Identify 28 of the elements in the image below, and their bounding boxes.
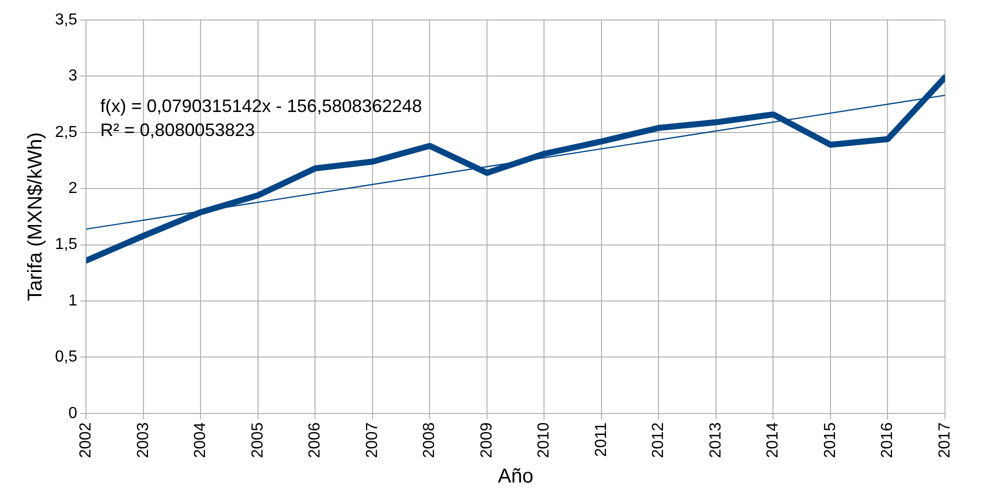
x-axis-title: Año (498, 466, 534, 488)
x-tick-label: 2011 (592, 422, 610, 457)
x-tick-label: 2008 (421, 422, 438, 458)
annotation: R² = 0,8080053823 (100, 120, 255, 140)
y-tick-label: 3 (68, 68, 78, 85)
y-tick-label: 0,5 (54, 348, 78, 366)
y-tick-label: 3,5 (54, 11, 78, 28)
x-tick-label: 2003 (134, 422, 152, 458)
x-tick-label: 2016 (879, 422, 896, 458)
annotation: f(x) = 0,0790315142x - 156,5808362248 (100, 96, 422, 116)
x-tick-label: 2004 (192, 422, 210, 458)
x-tick-label: 2015 (822, 422, 839, 458)
x-tick-label: 2010 (536, 422, 553, 458)
y-tick-label: 2,5 (54, 124, 78, 141)
x-tick-label: 2009 (478, 422, 496, 458)
y-tick-label: 1 (68, 292, 78, 310)
x-tick-label: 2007 (364, 422, 381, 458)
x-tick-label: 2012 (650, 422, 668, 458)
y-axis-title: Tarifa (MXN$/kWh) (24, 132, 47, 302)
x-tick-label: 2002 (78, 422, 95, 458)
x-tick-label: 2005 (249, 422, 266, 458)
y-tick-label: 0 (68, 404, 78, 422)
x-tick-label: 2013 (707, 422, 724, 458)
y-tick-label: 2 (68, 180, 78, 198)
x-tick-label: 2017 (936, 422, 954, 458)
x-tick-label: 2006 (306, 422, 324, 458)
x-tick-label: 2014 (764, 422, 782, 458)
y-tick-label: 1,5 (54, 236, 78, 254)
